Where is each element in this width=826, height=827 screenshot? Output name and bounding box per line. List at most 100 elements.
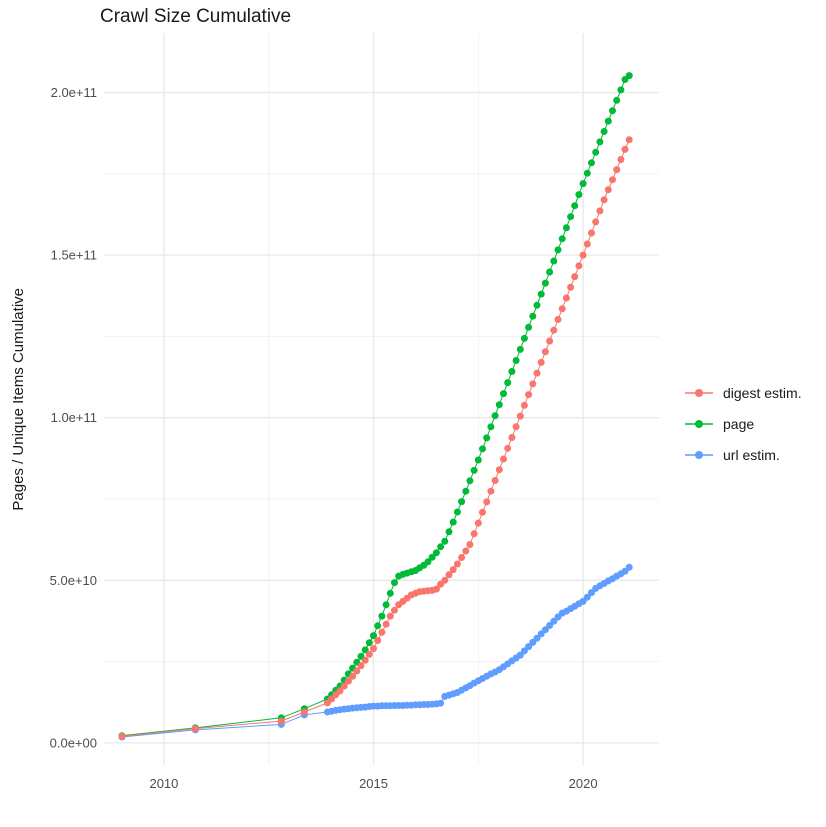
data-point — [525, 323, 533, 331]
data-point — [571, 273, 579, 281]
data-point — [357, 662, 365, 670]
data-point — [336, 687, 344, 695]
legend-item-url-estim: url estim. — [684, 439, 802, 470]
data-point — [432, 549, 440, 557]
data-point — [382, 601, 390, 609]
data-point — [340, 682, 348, 690]
data-point — [458, 498, 466, 506]
legend: digest estim. page url estim. — [684, 377, 802, 470]
data-point — [374, 622, 382, 630]
data-point — [583, 593, 591, 601]
legend-key-icon — [685, 419, 713, 428]
data-point — [596, 138, 604, 146]
data-point — [567, 213, 575, 221]
x-tick-label: 2015 — [359, 776, 388, 791]
data-point — [600, 128, 608, 135]
data-point — [537, 358, 545, 366]
data-point — [495, 401, 503, 409]
data-point — [550, 326, 558, 334]
series-line — [121, 566, 630, 738]
data-point — [487, 423, 495, 431]
data-point — [428, 553, 436, 561]
data-point — [479, 445, 486, 453]
series-page — [118, 72, 633, 740]
data-point — [621, 145, 629, 153]
data-point — [391, 606, 398, 614]
data-point — [349, 672, 357, 680]
data-point — [516, 412, 524, 420]
data-point — [617, 156, 625, 163]
data-point — [386, 612, 394, 620]
y-tick-label: 1.5e+11 — [51, 248, 97, 263]
data-point — [617, 86, 625, 94]
data-point — [613, 96, 621, 104]
data-point — [625, 563, 633, 571]
data-point — [575, 262, 583, 270]
data-point — [277, 717, 285, 725]
data-point — [579, 251, 587, 259]
data-point — [588, 229, 595, 237]
data-point — [479, 508, 486, 516]
data-point — [546, 268, 554, 276]
data-point — [558, 235, 566, 243]
chart-title: Crawl Size Cumulative — [100, 6, 292, 27]
data-point — [382, 620, 390, 628]
data-point — [600, 196, 608, 204]
data-point — [445, 528, 453, 536]
data-point — [118, 732, 126, 740]
data-point — [625, 72, 633, 80]
data-point — [449, 518, 457, 526]
data-point — [462, 547, 470, 555]
y-tick-label: 0.0e+00 — [50, 735, 97, 750]
data-point — [483, 498, 491, 506]
data-point — [550, 617, 558, 625]
data-point — [437, 543, 445, 551]
data-point — [541, 279, 549, 287]
data-point — [432, 585, 440, 593]
data-point — [583, 240, 591, 248]
series-digest-estim — [118, 136, 633, 740]
data-point — [370, 632, 377, 640]
data-point — [449, 566, 457, 574]
data-point — [386, 589, 394, 597]
data-point — [604, 186, 612, 194]
data-point — [466, 477, 474, 485]
data-point — [437, 699, 445, 707]
y-tick-label: 5.0e+10 — [50, 573, 97, 588]
data-point — [378, 628, 386, 636]
data-point — [554, 316, 562, 323]
data-point — [361, 646, 369, 654]
data-point — [520, 401, 528, 409]
data-point — [491, 412, 499, 420]
legend-key-icon — [685, 450, 713, 459]
data-point — [592, 148, 600, 156]
y-tick-label: 2.0e+11 — [51, 85, 97, 100]
data-point — [365, 650, 373, 658]
data-point — [529, 380, 537, 388]
data-point — [592, 218, 600, 226]
legend-key-icon — [685, 388, 713, 397]
data-point — [525, 391, 533, 399]
data-point — [504, 444, 512, 452]
data-point — [613, 166, 621, 174]
data-point — [558, 305, 566, 313]
data-point — [474, 456, 482, 464]
data-point — [495, 466, 503, 474]
data-point — [512, 357, 520, 364]
data-point — [470, 530, 478, 538]
data-point — [529, 312, 537, 320]
data-point — [391, 579, 398, 587]
data-point — [533, 301, 541, 309]
data-point — [453, 508, 461, 516]
data-point — [609, 176, 616, 184]
data-point — [508, 368, 516, 375]
data-point — [562, 224, 570, 232]
data-point — [575, 191, 583, 199]
data-point — [474, 519, 482, 527]
data-point — [487, 487, 495, 495]
data-point — [491, 477, 499, 484]
data-point — [466, 541, 474, 548]
data-point — [353, 667, 361, 675]
